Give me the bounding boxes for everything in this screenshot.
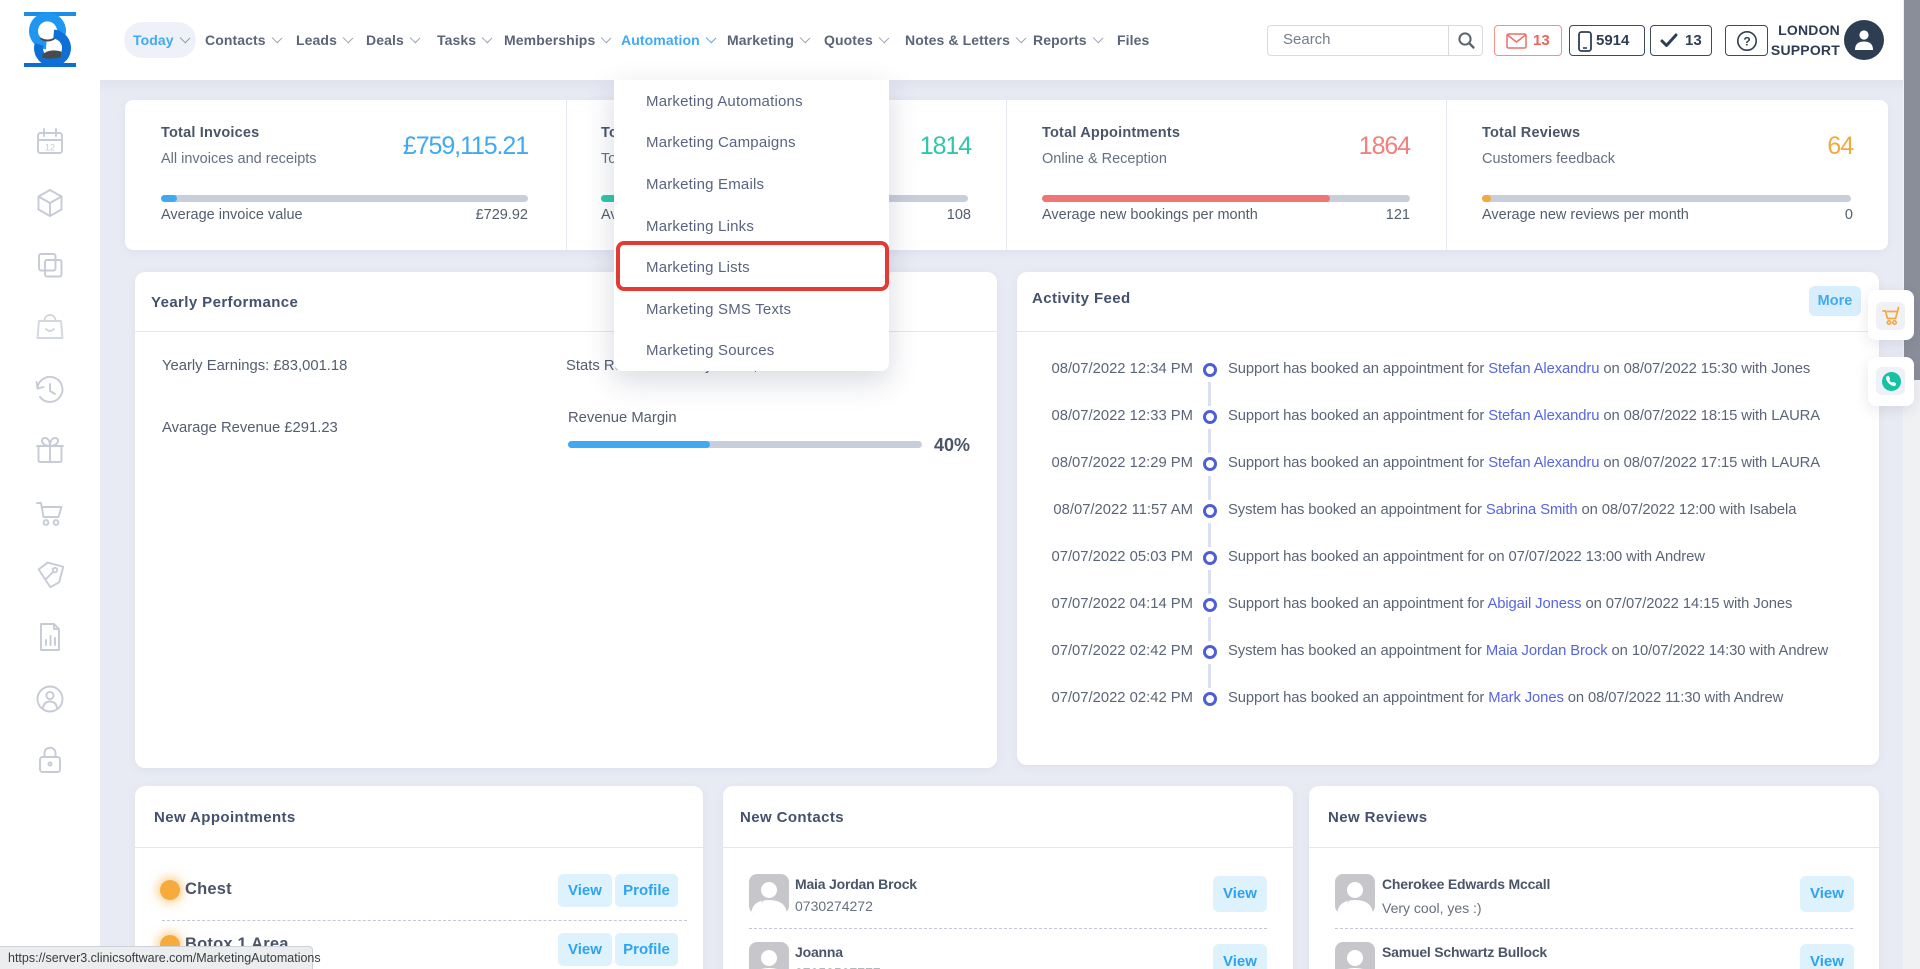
svg-text:12: 12 <box>45 143 55 153</box>
svg-text:?: ? <box>1743 35 1750 49</box>
